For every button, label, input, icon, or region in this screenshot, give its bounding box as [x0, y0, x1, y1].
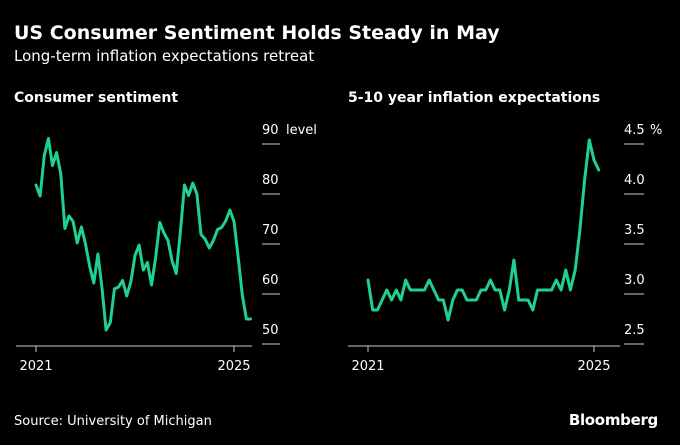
series-line-inflation-0 [366, 138, 601, 322]
y-tick-label-sentiment-4: 90 [262, 123, 279, 138]
x-tick-label-inflation-1: 2025 [577, 359, 610, 374]
y-tick-label-inflation-2: 3.5 [624, 223, 645, 238]
chart-subtitle: Long-term inflation expectations retreat [14, 47, 315, 65]
y-tick-label-inflation-4: 4.5 [624, 123, 645, 138]
bloomberg-logo: Bloomberg [568, 411, 658, 429]
series-line-sentiment-0 [34, 137, 252, 332]
x-tick-label-inflation-0: 2021 [351, 359, 384, 374]
y-unit-label-inflation: % [650, 123, 662, 138]
y-tick-label-sentiment-3: 80 [262, 173, 279, 188]
source-note: Source: University of Michigan [14, 414, 212, 429]
y-tick-label-inflation-1: 3.0 [624, 273, 645, 288]
panel-title-consumer-sentiment: Consumer sentiment [14, 90, 179, 106]
y-unit-label-sentiment: level [286, 123, 317, 138]
x-tick-label-sentiment-0: 2021 [19, 359, 52, 374]
chart-title: US Consumer Sentiment Holds Steady in Ma… [14, 22, 500, 44]
panel-title-inflation-expectations: 5-10 year inflation expectations [348, 90, 601, 106]
y-tick-label-inflation-0: 2.5 [624, 323, 645, 338]
y-tick-label-sentiment-1: 60 [262, 273, 279, 288]
x-tick-label-sentiment-1: 2025 [217, 359, 250, 374]
y-tick-label-sentiment-0: 50 [262, 323, 279, 338]
y-tick-label-inflation-3: 4.0 [624, 173, 645, 188]
y-tick-label-sentiment-2: 70 [262, 223, 279, 238]
